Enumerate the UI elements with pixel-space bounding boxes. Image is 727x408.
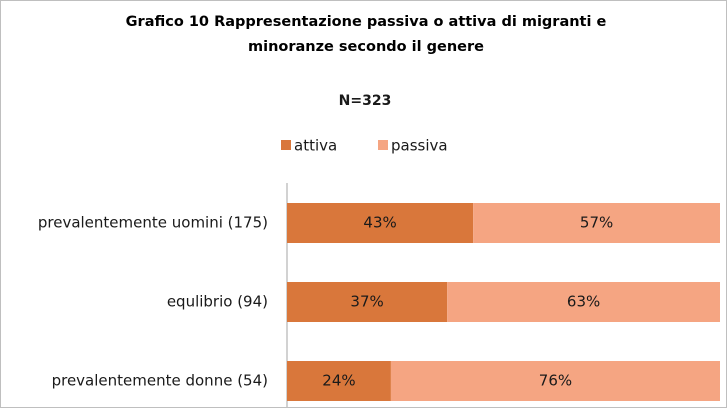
data-label: 57% [580,214,613,232]
category-label: equlibrio (94) [167,293,268,311]
chart-title: Grafico 10 Rappresentazione passiva o at… [125,14,607,55]
bar-segment [390,361,720,401]
legend-swatch [281,140,291,150]
bar-segment [287,203,474,243]
bar-segment [287,361,391,401]
bar-segment [287,282,448,322]
data-label: 43% [363,214,396,232]
bar-segment [447,282,720,322]
legend-label: attiva [294,137,337,155]
bar-segment [473,203,720,243]
category-label: prevalentemente uomini (175) [38,214,268,232]
data-label: 24% [322,372,355,390]
data-label: 37% [350,293,383,311]
data-label: 63% [567,293,600,311]
legend-label: passiva [391,137,448,155]
chart-subtitle: N=323 [339,93,392,109]
data-label: 76% [539,372,572,390]
category-label: prevalentemente donne (54) [52,372,268,390]
legend-swatch [378,140,388,150]
